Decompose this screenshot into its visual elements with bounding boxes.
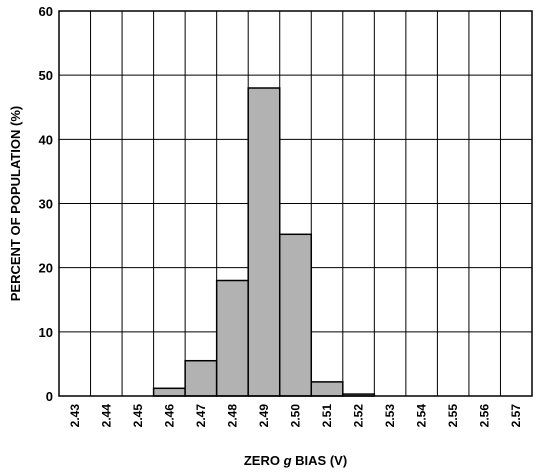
y-tick-label: 0	[46, 389, 53, 404]
x-tick-label: 2.49	[257, 404, 271, 428]
y-tick-label: 30	[39, 197, 53, 212]
y-tick-label: 20	[39, 261, 53, 276]
x-axis-label-part: ZERO	[244, 453, 284, 468]
x-tick-label: 2.54	[415, 404, 429, 428]
x-tick-label: 2.47	[194, 404, 208, 428]
bar	[152, 387, 186, 397]
x-tick-labels: 2.43 2.44 2.45 2.46 2.47 2.48 2.49 2.50 2.51 2.52…	[68, 404, 523, 428]
y-tick-labels: 0 10 20 30 40 50 60	[39, 4, 53, 404]
y-tick-label: 40	[39, 132, 53, 147]
x-axis-label-part: BIAS (V)	[292, 453, 348, 468]
x-tick-label: 2.51	[320, 404, 334, 428]
x-tick-label: 2.45	[131, 404, 145, 428]
x-tick-label: 2.44	[99, 404, 113, 428]
bar	[247, 87, 281, 397]
x-tick-label: 2.43	[68, 404, 82, 428]
x-tick-label: 2.46	[162, 404, 176, 428]
y-tick-label: 10	[39, 325, 53, 340]
x-tick-label: 2.48	[225, 404, 239, 428]
x-axis-label-italic: g	[283, 453, 292, 468]
bar	[278, 233, 313, 397]
x-axis-label: ZERO g BIAS (V)	[244, 453, 347, 468]
x-tick-label: 2.55	[446, 404, 460, 428]
x-tick-label: 2.57	[509, 404, 523, 428]
bar	[310, 381, 344, 397]
plot-frame	[58, 10, 533, 397]
y-axis-label: PERCENT OF POPULATION (%)	[8, 106, 23, 301]
bar	[215, 279, 249, 397]
bar	[184, 359, 218, 397]
bars	[152, 87, 376, 397]
x-tick-label: 2.56	[478, 404, 492, 428]
x-tick-label: 2.50	[289, 404, 303, 428]
y-tick-label: 50	[39, 68, 53, 83]
x-tick-label: 2.52	[352, 404, 366, 428]
y-tick-label: 60	[39, 4, 53, 19]
x-tick-label: 2.53	[383, 404, 397, 428]
